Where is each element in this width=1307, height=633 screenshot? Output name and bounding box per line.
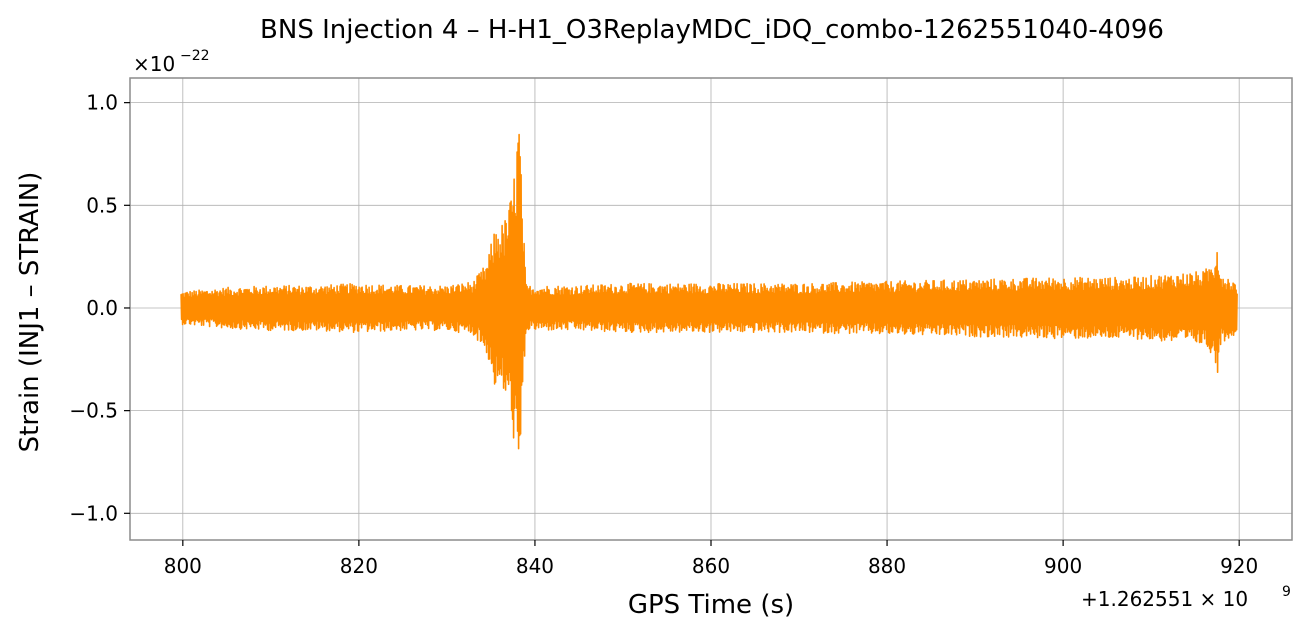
series-area bbox=[180, 133, 1238, 450]
y-multiplier-exponent: −22 bbox=[180, 48, 210, 64]
x-tick-label: 920 bbox=[1220, 554, 1258, 578]
x-offset: +1.262551 × 10 9 bbox=[1081, 584, 1291, 611]
x-axis-label: GPS Time (s) bbox=[628, 590, 794, 620]
y-tick-label: 0.0 bbox=[86, 296, 118, 320]
x-tick-label: 800 bbox=[164, 554, 202, 578]
x-tick-label: 860 bbox=[692, 554, 730, 578]
x-axis-ticks: 800 820 840 860 880 900 920 bbox=[164, 540, 1258, 578]
x-tick-label: 880 bbox=[868, 554, 906, 578]
chart-title: BNS Injection 4 – H-H1_O3ReplayMDC_iDQ_c… bbox=[260, 15, 1164, 45]
y-multiplier: ×10 −22 bbox=[133, 48, 210, 76]
y-tick-label: 0.5 bbox=[86, 193, 118, 217]
y-tick-label: −0.5 bbox=[69, 399, 118, 423]
y-axis-ticks: −1.0 −0.5 0.0 0.5 1.0 bbox=[69, 91, 130, 525]
x-offset-exponent: 9 bbox=[1282, 584, 1291, 600]
y-axis-label: Strain (INJ1 – STRAIN) bbox=[15, 172, 45, 453]
y-tick-label: −1.0 bbox=[69, 501, 118, 525]
x-tick-label: 820 bbox=[340, 554, 378, 578]
strain-series-line bbox=[180, 133, 1238, 450]
x-tick-label: 900 bbox=[1044, 554, 1082, 578]
x-offset-base: +1.262551 × 10 bbox=[1081, 587, 1248, 611]
y-tick-label: 1.0 bbox=[86, 91, 118, 115]
y-multiplier-base: ×10 bbox=[133, 52, 175, 76]
x-tick-label: 840 bbox=[516, 554, 554, 578]
